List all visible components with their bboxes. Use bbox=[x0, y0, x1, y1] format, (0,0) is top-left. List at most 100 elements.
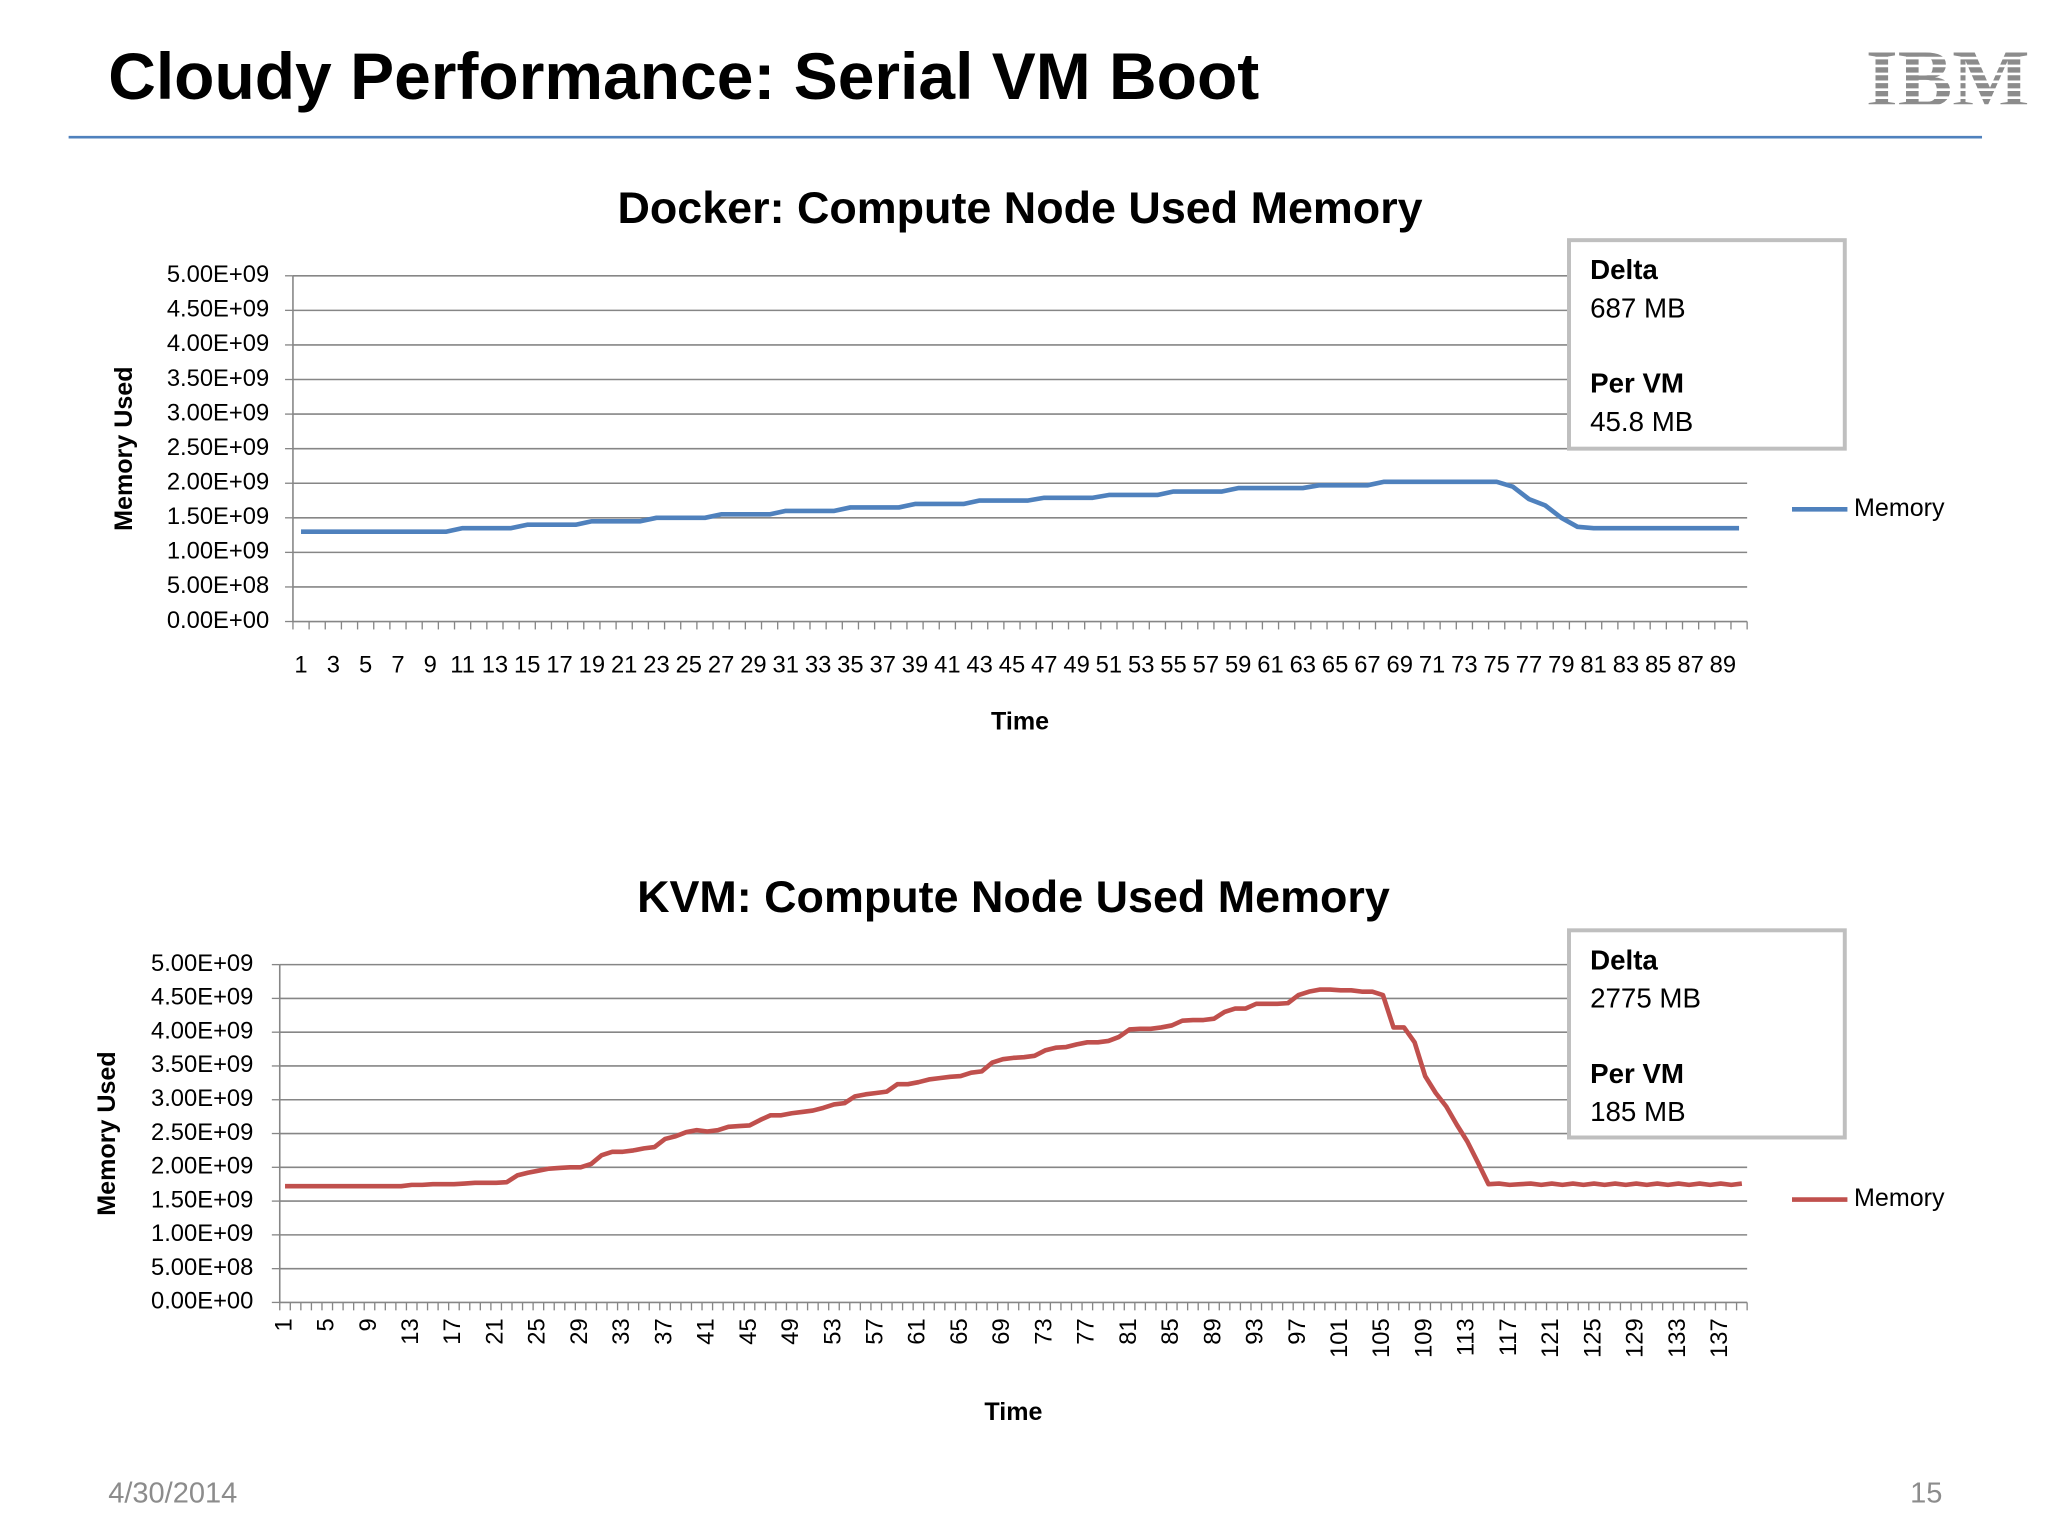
x-tick-label: 45 bbox=[735, 1318, 762, 1344]
y-tick-label: 2.50E+09 bbox=[167, 434, 269, 461]
y-tick-label: 2.00E+09 bbox=[167, 469, 269, 496]
x-tick-label: 25 bbox=[676, 652, 702, 679]
x-tick-label: 73 bbox=[1030, 1318, 1057, 1344]
x-tick-label: 21 bbox=[611, 652, 637, 679]
x-tick-label: 67 bbox=[1354, 652, 1380, 679]
x-tick-label: 17 bbox=[439, 1318, 466, 1344]
y-axis-title: Memory Used bbox=[110, 366, 138, 530]
x-tick-label: 129 bbox=[1622, 1318, 1649, 1358]
x-tick-label: 69 bbox=[1387, 652, 1413, 679]
x-tick-label: 25 bbox=[524, 1318, 551, 1344]
x-tick-label: 57 bbox=[861, 1318, 888, 1344]
x-tick-label: 75 bbox=[1483, 652, 1509, 679]
y-tick-label: 3.00E+09 bbox=[151, 1085, 253, 1112]
legend-label: Memory bbox=[1854, 494, 1945, 522]
x-tick-label: 113 bbox=[1453, 1318, 1480, 1356]
slide-date: 4/30/2014 bbox=[108, 1478, 237, 1510]
legend-label: Memory bbox=[1854, 1184, 1945, 1212]
x-tick-label: 85 bbox=[1645, 652, 1671, 679]
x-tick-label: 29 bbox=[740, 652, 766, 679]
logo: IBM bbox=[1854, 33, 2043, 124]
annotation-label: Per VM bbox=[1590, 1058, 1684, 1089]
y-tick-label: 4.00E+09 bbox=[151, 1017, 253, 1044]
y-tick-label: 1.50E+09 bbox=[167, 503, 269, 530]
y-tick-label: 1.00E+09 bbox=[151, 1220, 253, 1247]
x-tick-label: 57 bbox=[1193, 652, 1219, 679]
x-tick-label: 79 bbox=[1548, 652, 1574, 679]
x-tick-label: 89 bbox=[1710, 652, 1736, 679]
x-tick-label: 65 bbox=[1322, 652, 1348, 679]
x-tick-label: 47 bbox=[1031, 652, 1057, 679]
y-tick-label: 5.00E+09 bbox=[167, 261, 269, 288]
x-tick-label: 19 bbox=[579, 652, 605, 679]
x-tick-label: 65 bbox=[946, 1318, 973, 1344]
x-tick-label: 15 bbox=[514, 652, 540, 679]
x-tick-label: 77 bbox=[1073, 1318, 1100, 1344]
x-tick-label: 53 bbox=[1128, 652, 1154, 679]
x-tick-label: 133 bbox=[1664, 1318, 1691, 1358]
logo-text: IBM bbox=[1866, 33, 2030, 124]
x-tick-label: 23 bbox=[643, 652, 669, 679]
x-tick-label: 51 bbox=[1096, 652, 1122, 679]
x-tick-label: 37 bbox=[869, 652, 895, 679]
x-tick-label: 45 bbox=[999, 652, 1025, 679]
x-axis-title: Time bbox=[991, 708, 1049, 736]
x-tick-label: 43 bbox=[966, 652, 992, 679]
annotation-value: 687 MB bbox=[1590, 292, 1685, 323]
annotation-label: Per VM bbox=[1590, 368, 1684, 399]
x-tick-label: 97 bbox=[1284, 1318, 1311, 1344]
y-tick-label: 4.00E+09 bbox=[167, 330, 269, 357]
x-tick-label: 5 bbox=[359, 652, 372, 679]
x-tick-label: 81 bbox=[1580, 652, 1606, 679]
x-tick-label: 93 bbox=[1242, 1318, 1269, 1344]
x-tick-label: 77 bbox=[1516, 652, 1542, 679]
x-tick-label: 37 bbox=[650, 1318, 677, 1344]
x-tick-label: 73 bbox=[1451, 652, 1477, 679]
x-tick-label: 69 bbox=[988, 1318, 1015, 1344]
y-tick-label: 0.00E+00 bbox=[167, 607, 269, 634]
x-tick-label: 9 bbox=[424, 652, 437, 679]
y-tick-label: 3.50E+09 bbox=[167, 365, 269, 392]
y-tick-label: 5.00E+08 bbox=[167, 572, 269, 599]
annotation-label: Delta bbox=[1590, 944, 1658, 975]
annotation-value: 2775 MB bbox=[1590, 983, 1701, 1014]
x-tick-label: 7 bbox=[391, 652, 404, 679]
annotation-value: 185 MB bbox=[1590, 1096, 1685, 1127]
data-line bbox=[301, 479, 1740, 534]
y-tick-label: 1.50E+09 bbox=[151, 1186, 253, 1213]
y-tick-label: 5.00E+09 bbox=[151, 950, 253, 977]
x-tick-label: 29 bbox=[566, 1318, 593, 1344]
y-tick-label: 2.00E+09 bbox=[151, 1153, 253, 1180]
x-tick-label: 9 bbox=[355, 1318, 382, 1331]
x-tick-label: 55 bbox=[1160, 652, 1186, 679]
x-tick-label: 71 bbox=[1419, 652, 1445, 679]
x-tick-label: 17 bbox=[546, 652, 572, 679]
x-tick-label: 1 bbox=[294, 652, 307, 679]
x-tick-label: 61 bbox=[1257, 652, 1283, 679]
x-tick-label: 121 bbox=[1537, 1318, 1564, 1358]
x-tick-label: 41 bbox=[693, 1318, 720, 1344]
x-tick-label: 13 bbox=[397, 1318, 424, 1344]
slide-page: 15 bbox=[1910, 1478, 1942, 1510]
x-tick-label: 49 bbox=[1063, 652, 1089, 679]
annotation-label: Delta bbox=[1590, 254, 1658, 285]
y-tick-label: 3.00E+09 bbox=[167, 399, 269, 426]
x-tick-label: 35 bbox=[837, 652, 863, 679]
x-tick-label: 33 bbox=[805, 652, 831, 679]
x-tick-label: 33 bbox=[608, 1318, 635, 1344]
x-tick-label: 63 bbox=[1290, 652, 1316, 679]
chart-title: KVM: Compute Node Used Memory bbox=[637, 871, 1390, 922]
x-tick-label: 5 bbox=[313, 1318, 340, 1331]
annotation-box bbox=[1567, 238, 1847, 451]
x-tick-label: 3 bbox=[327, 652, 340, 679]
x-tick-label: 87 bbox=[1677, 652, 1703, 679]
y-tick-label: 5.00E+08 bbox=[151, 1254, 253, 1281]
data-line bbox=[285, 987, 1743, 1189]
x-tick-label: 125 bbox=[1579, 1318, 1606, 1358]
y-tick-label: 4.50E+09 bbox=[167, 296, 269, 323]
x-tick-label: 117 bbox=[1495, 1318, 1522, 1356]
x-tick-label: 89 bbox=[1199, 1318, 1226, 1344]
y-tick-label: 3.50E+09 bbox=[151, 1051, 253, 1078]
